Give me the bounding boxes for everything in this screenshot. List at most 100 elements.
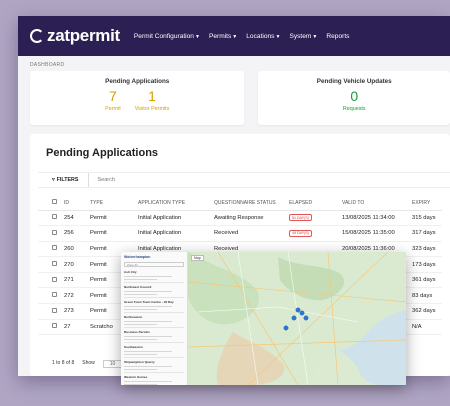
map-zone-group[interactable]: Western Homes [124, 375, 184, 385]
search-input[interactable]: Search [97, 177, 116, 183]
nav-system[interactable]: System▼ [289, 32, 318, 40]
nav-reports[interactable]: Reports [326, 32, 350, 40]
main-nav: Permit Configuration▼ Permits▼ Locations… [134, 33, 350, 40]
stat-value: 0 [350, 88, 359, 104]
zone-line [124, 290, 172, 292]
select-all-checkbox[interactable] [52, 199, 57, 205]
zone-group-title: Southeaston [124, 345, 143, 349]
cell-valid-to: 15/08/2025 11:35:00 [342, 225, 412, 242]
row-checkbox[interactable] [52, 245, 57, 251]
map-zone-group[interactable]: Ash City [124, 270, 184, 283]
pending-vehicle-updates-card: Pending Vehicle Updates 0 Requests [258, 71, 450, 125]
filter-icon: ▿ [52, 177, 55, 183]
zone-line [124, 293, 157, 295]
zone-line [124, 353, 157, 355]
cell-select [38, 303, 64, 320]
row-checkbox[interactable] [52, 229, 57, 235]
zone-group-title: Northwest Council [124, 285, 152, 289]
col-valid-to[interactable]: VALID TO [342, 196, 412, 211]
cell-expiry: 361 days [412, 272, 442, 289]
requests-stat[interactable]: 0 Requests [343, 89, 366, 112]
logo-icon [30, 29, 44, 43]
cell-id: 254 [64, 210, 90, 227]
table-header-row: ID TYPE APPLICATION TYPE QUESTIONNAIRE S… [38, 196, 442, 211]
cell-id: 273 [64, 303, 90, 320]
pending-applications-card: Pending Applications 7 Permit 1 Visitor … [30, 71, 245, 125]
zone-group-title: Northeaston [124, 315, 143, 319]
zone-group-title: Business Permits [124, 330, 150, 334]
nav-permits[interactable]: Permits▼ [208, 32, 238, 40]
map-logo: Wolverhampton [124, 255, 151, 259]
map-zone-group[interactable]: Business Permits [124, 330, 184, 343]
cell-application-type: Initial Application [138, 210, 214, 227]
cell-type: Permit [90, 210, 138, 227]
elapsed-badge: 49 DAY(S) [289, 229, 312, 237]
zone-search-input[interactable]: Zone ID [124, 262, 184, 267]
map-zone-group[interactable]: Southeaston [124, 345, 184, 358]
cell-select [38, 272, 64, 289]
map-sidebar: Wolverhampton Zone ID Ash City Northwest … [121, 252, 188, 385]
summary-cards: Pending Applications 7 Permit 1 Visitor … [30, 71, 450, 125]
col-questionnaire-status[interactable]: QUESTIONNAIRE STATUS [214, 196, 289, 211]
cell-select [38, 287, 64, 305]
filters-button[interactable]: ▿ FILTERS [38, 173, 90, 187]
row-checkbox[interactable] [52, 307, 57, 313]
zone-line [124, 308, 157, 310]
cell-valid-to: 13/08/2025 11:34:00 [342, 210, 412, 227]
col-application-type[interactable]: APPLICATION TYPE [138, 196, 214, 211]
col-type[interactable]: TYPE [90, 196, 138, 211]
cell-id: 272 [64, 287, 90, 305]
cell-expiry: N/A [412, 319, 442, 336]
zone-line [124, 338, 157, 340]
permit-stat[interactable]: 7 Permit [105, 89, 121, 112]
cell-id: 260 [64, 241, 90, 258]
pagination-range: 1 to 8 of 8 [52, 360, 75, 366]
top-navbar: zatpermit Permit Configuration▼ Permits▼… [18, 16, 450, 56]
cell-expiry: 315 days [412, 210, 442, 227]
zone-line [124, 380, 172, 382]
table-row[interactable]: 256 Permit Initial Application Received 49 D… [38, 225, 442, 242]
cell-select [38, 210, 64, 227]
cell-questionnaire-status: Awaiting Response [214, 210, 289, 227]
col-expiry[interactable]: EXPIRY [412, 196, 442, 211]
cell-expiry: 362 days [412, 303, 442, 320]
logo[interactable]: zatpermit [30, 26, 120, 46]
logo-text: zatpermit [47, 26, 120, 45]
stat-label: Requests [342, 106, 366, 112]
card-title: Pending Applications [105, 78, 170, 85]
cell-expiry: 173 days [412, 256, 442, 273]
visitor-permits-stat[interactable]: 1 Visitor Permits [135, 89, 170, 112]
cell-id: 270 [64, 256, 90, 273]
row-checkbox[interactable] [52, 276, 57, 282]
page-size-select[interactable]: 10 [102, 360, 123, 368]
cell-questionnaire-status: Received [214, 225, 289, 242]
table-row[interactable]: 254 Permit Initial Application Awaiting Res… [38, 210, 442, 227]
map-zone-group[interactable]: Northwest Council [124, 285, 184, 298]
zone-line [124, 305, 172, 307]
map-zone-group[interactable]: Shipwrighton Quarry [124, 360, 184, 373]
elapsed-badge: 51 DAY(S) [289, 214, 312, 222]
zone-line [124, 275, 172, 277]
map-zone-group[interactable]: Northeaston [124, 315, 184, 328]
map-zone-group[interactable]: Green Town Town Centre - 30 Day [124, 300, 184, 313]
nav-locations[interactable]: Locations▼ [246, 32, 281, 40]
cell-application-type: Initial Application [138, 225, 214, 242]
col-elapsed[interactable]: ELAPSED [289, 196, 342, 211]
nav-permit-configuration[interactable]: Permit Configuration▼ [133, 32, 200, 40]
zone-group-title: Green Town Town Centre - 30 Day [124, 300, 174, 304]
row-checkbox[interactable] [52, 214, 57, 220]
col-id[interactable]: ID [64, 196, 90, 211]
map-type-label[interactable]: Map [191, 255, 204, 261]
row-checkbox[interactable] [52, 323, 57, 329]
panel-title: Pending Applications [46, 147, 159, 159]
row-checkbox[interactable] [52, 292, 57, 298]
cell-id: 27 [64, 319, 90, 336]
stat-label: Permit [105, 106, 121, 112]
cell-elapsed: 51 DAY(S) [289, 210, 342, 227]
row-checkbox[interactable] [52, 261, 57, 267]
map-canvas[interactable] [188, 252, 406, 385]
breadcrumb: DASHBOARD [30, 62, 65, 68]
chevron-down-icon: ▼ [312, 33, 318, 40]
zone-group-title: Shipwrighton Quarry [124, 360, 155, 364]
card-title: Pending Vehicle Updates [316, 78, 392, 85]
